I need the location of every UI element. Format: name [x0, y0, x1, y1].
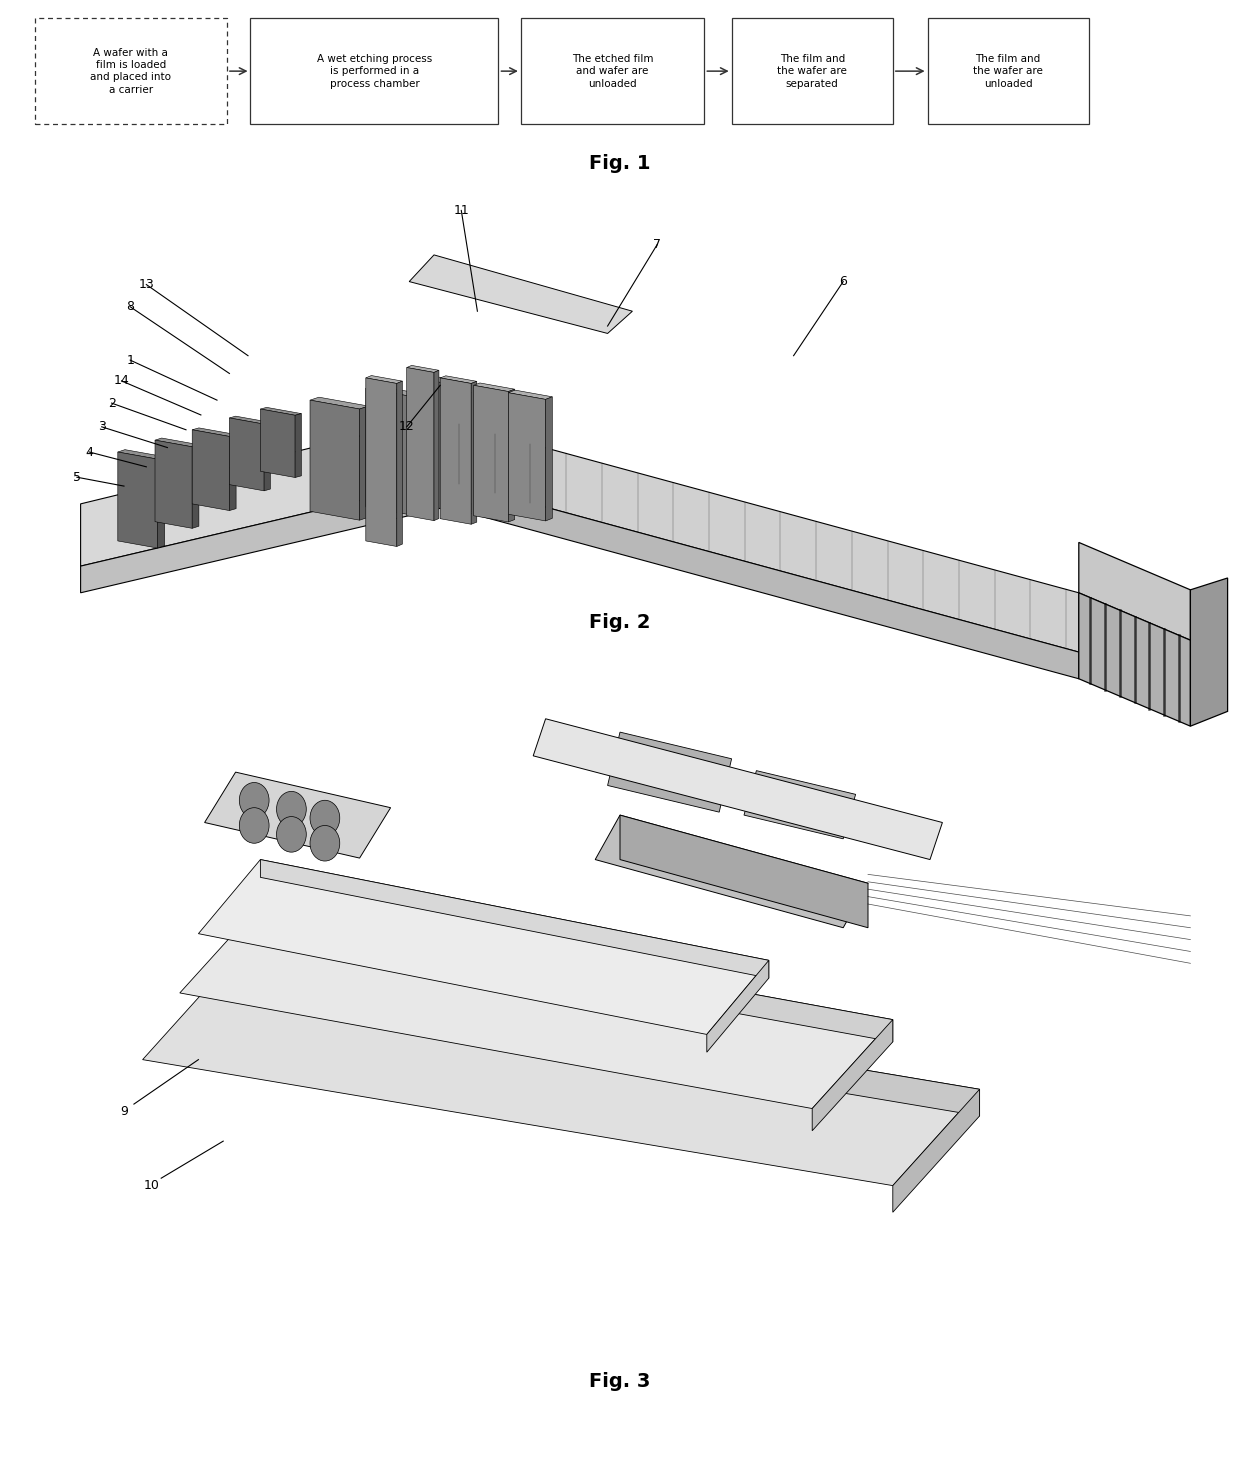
Polygon shape [264, 422, 270, 491]
Polygon shape [192, 430, 229, 511]
Polygon shape [260, 904, 893, 1042]
Polygon shape [157, 456, 165, 548]
Polygon shape [446, 388, 494, 508]
Polygon shape [413, 394, 422, 516]
Polygon shape [155, 439, 198, 448]
Polygon shape [546, 397, 552, 520]
Text: 13: 13 [139, 279, 154, 290]
Polygon shape [508, 390, 515, 522]
Text: 3: 3 [98, 421, 105, 433]
Circle shape [310, 825, 340, 861]
Text: 5: 5 [73, 471, 81, 483]
Text: 14: 14 [114, 375, 129, 387]
Polygon shape [494, 394, 502, 508]
Polygon shape [508, 390, 552, 399]
Text: 6: 6 [839, 276, 847, 288]
Polygon shape [446, 385, 502, 397]
Polygon shape [744, 771, 856, 839]
Text: 9: 9 [120, 1106, 128, 1117]
Polygon shape [415, 378, 467, 513]
Polygon shape [1190, 578, 1228, 726]
Text: A wet etching process
is performed in a
process chamber: A wet etching process is performed in a … [317, 53, 432, 89]
Polygon shape [310, 400, 360, 520]
Polygon shape [155, 440, 192, 529]
Polygon shape [192, 428, 236, 437]
Polygon shape [407, 368, 434, 520]
Circle shape [277, 817, 306, 852]
Polygon shape [620, 815, 868, 928]
Text: 10: 10 [144, 1180, 159, 1192]
Polygon shape [198, 860, 769, 1034]
Text: 8: 8 [126, 301, 134, 313]
Polygon shape [508, 393, 546, 520]
Polygon shape [471, 381, 476, 525]
Text: 1: 1 [126, 354, 134, 366]
Polygon shape [812, 1020, 893, 1131]
Circle shape [310, 800, 340, 836]
Polygon shape [81, 480, 446, 593]
Polygon shape [440, 376, 476, 384]
Text: Fig. 2: Fig. 2 [589, 614, 651, 631]
Polygon shape [474, 385, 508, 522]
Polygon shape [118, 452, 157, 548]
Polygon shape [310, 397, 368, 409]
Polygon shape [260, 408, 301, 415]
Polygon shape [260, 860, 769, 978]
Polygon shape [366, 375, 402, 384]
Text: The etched film
and wafer are
unloaded: The etched film and wafer are unloaded [572, 53, 653, 89]
Polygon shape [415, 375, 477, 387]
Polygon shape [180, 904, 893, 1109]
Bar [35, 18, 227, 124]
Polygon shape [707, 960, 769, 1052]
Polygon shape [446, 480, 1079, 679]
Polygon shape [366, 378, 397, 547]
Polygon shape [1079, 593, 1190, 726]
Polygon shape [295, 413, 301, 477]
Text: 11: 11 [454, 205, 469, 216]
Bar [928, 18, 1089, 124]
Polygon shape [360, 406, 368, 520]
Circle shape [277, 791, 306, 827]
Polygon shape [366, 385, 422, 397]
Polygon shape [407, 366, 439, 372]
Polygon shape [893, 1089, 980, 1212]
Text: The film and
the wafer are
unloaded: The film and the wafer are unloaded [973, 53, 1043, 89]
Text: Fig. 1: Fig. 1 [589, 154, 651, 172]
Polygon shape [409, 255, 632, 333]
Text: 2: 2 [108, 397, 115, 409]
Polygon shape [143, 963, 980, 1186]
Polygon shape [366, 388, 413, 516]
Bar [250, 18, 498, 124]
Polygon shape [205, 772, 391, 858]
Polygon shape [229, 434, 236, 511]
Text: 12: 12 [399, 421, 414, 433]
Circle shape [239, 808, 269, 843]
Polygon shape [446, 421, 1079, 652]
Polygon shape [467, 384, 477, 513]
Polygon shape [192, 445, 198, 529]
Polygon shape [595, 815, 868, 928]
Polygon shape [397, 381, 402, 547]
Polygon shape [533, 719, 942, 860]
Bar [732, 18, 893, 124]
Polygon shape [1079, 542, 1190, 640]
Polygon shape [608, 732, 732, 812]
Polygon shape [81, 415, 446, 566]
Polygon shape [229, 418, 264, 491]
Text: Fig. 3: Fig. 3 [589, 1372, 651, 1390]
Polygon shape [229, 963, 980, 1116]
Text: The film and
the wafer are
separated: The film and the wafer are separated [777, 53, 847, 89]
Polygon shape [434, 370, 439, 520]
Polygon shape [118, 449, 165, 459]
Polygon shape [229, 416, 270, 424]
Circle shape [239, 782, 269, 818]
Polygon shape [260, 409, 295, 477]
Text: A wafer with a
film is loaded
and placed into
a carrier: A wafer with a film is loaded and placed… [91, 47, 171, 95]
Text: 4: 4 [86, 446, 93, 458]
Polygon shape [440, 378, 471, 525]
Polygon shape [474, 382, 515, 391]
Text: 7: 7 [653, 239, 661, 250]
Bar [521, 18, 704, 124]
